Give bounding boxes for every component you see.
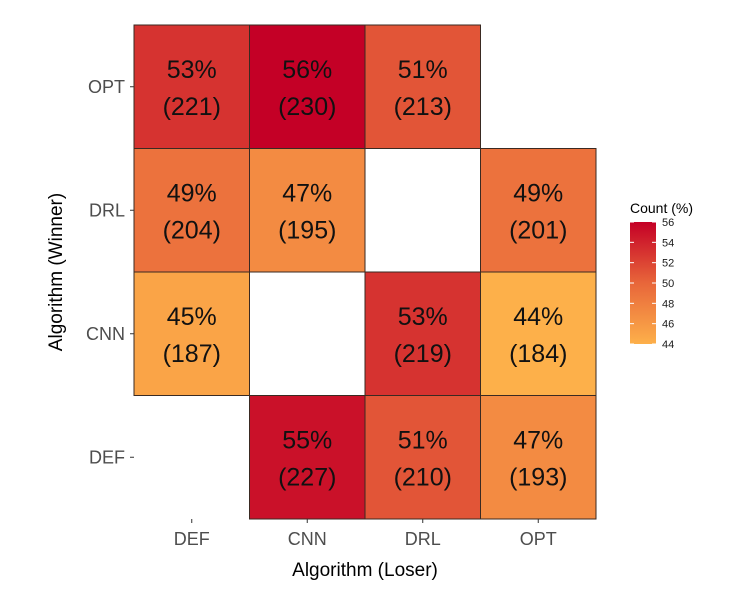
y-tick-label: OPT: [88, 77, 125, 97]
heatmap-cell: [133, 148, 250, 273]
legend-tick-label: 52: [662, 258, 674, 270]
heatmap-cell: [249, 24, 366, 149]
x-tick-label: OPT: [520, 529, 557, 549]
heatmap-cell: [249, 148, 366, 273]
cell-count-label: (201): [509, 217, 567, 245]
cell-count-label: (221): [163, 93, 221, 121]
x-tick-label: DEF: [174, 529, 210, 549]
heatmap-cell: [249, 395, 366, 520]
cell-count-label: (227): [278, 464, 336, 492]
heatmap-cell: [480, 395, 597, 520]
legend-tick-label: 46: [662, 319, 674, 331]
heatmap-cell: [480, 148, 597, 273]
heatmap-cell: [480, 271, 597, 396]
y-tick-label: DRL: [89, 200, 125, 220]
cell-percent-label: 56%: [282, 56, 332, 84]
y-tick-label: DEF: [89, 447, 125, 467]
cell-count-label: (230): [278, 93, 336, 121]
y-axis-title: Algorithm (Winner): [46, 193, 67, 351]
cell-percent-label: 53%: [167, 56, 217, 84]
cell-percent-label: 51%: [398, 56, 448, 84]
heatmap-cell: [364, 271, 481, 396]
cell-count-label: (210): [394, 464, 452, 492]
legend-tick-label: 44: [662, 339, 674, 351]
cell-percent-label: 49%: [167, 180, 217, 208]
legend-tick-label: 56: [662, 217, 674, 229]
cell-count-label: (184): [509, 340, 567, 368]
cell-count-label: (195): [278, 217, 336, 245]
legend-title: Count (%): [630, 200, 693, 216]
cell-percent-label: 45%: [167, 303, 217, 331]
cell-percent-label: 53%: [398, 303, 448, 331]
cell-percent-label: 47%: [513, 427, 563, 455]
x-tick-label: DRL: [405, 529, 441, 549]
x-axis-ticks: DEF CNN DRL OPT: [174, 519, 557, 549]
legend: Count (%) 56 54 52 50 48 46 44: [630, 200, 693, 351]
cell-count-label: (204): [163, 217, 221, 245]
cell-count-label: (193): [509, 464, 567, 492]
x-tick-label: CNN: [288, 529, 327, 549]
legend-tick-label: 54: [662, 237, 674, 249]
cell-count-label: (187): [163, 340, 221, 368]
heatmap-cell: [133, 24, 250, 149]
heatmap-cell: [364, 24, 481, 149]
cell-percent-label: 47%: [282, 180, 332, 208]
cell-percent-label: 49%: [513, 180, 563, 208]
y-axis-ticks: OPT DRL CNN DEF: [86, 77, 134, 467]
cell-percent-label: 55%: [282, 427, 332, 455]
legend-ticks: 56 54 52 50 48 46 44: [630, 217, 674, 351]
cell-count-label: (219): [394, 340, 452, 368]
cell-percent-label: 44%: [513, 303, 563, 331]
legend-colorbar: [630, 222, 656, 344]
heatmap-cell: [133, 271, 250, 396]
legend-tick-label: 50: [662, 278, 674, 290]
cell-percent-label: 51%: [398, 427, 448, 455]
heatmap-cell: [364, 395, 481, 520]
x-axis-title: Algorithm (Loser): [292, 560, 438, 581]
y-tick-label: CNN: [86, 324, 125, 344]
legend-tick-label: 48: [662, 298, 674, 310]
heatmap-cells: 53% (221) 56% (230) 51% (213) 49% (204) 47% (195)…: [133, 24, 597, 520]
cell-count-label: (213): [394, 93, 452, 121]
